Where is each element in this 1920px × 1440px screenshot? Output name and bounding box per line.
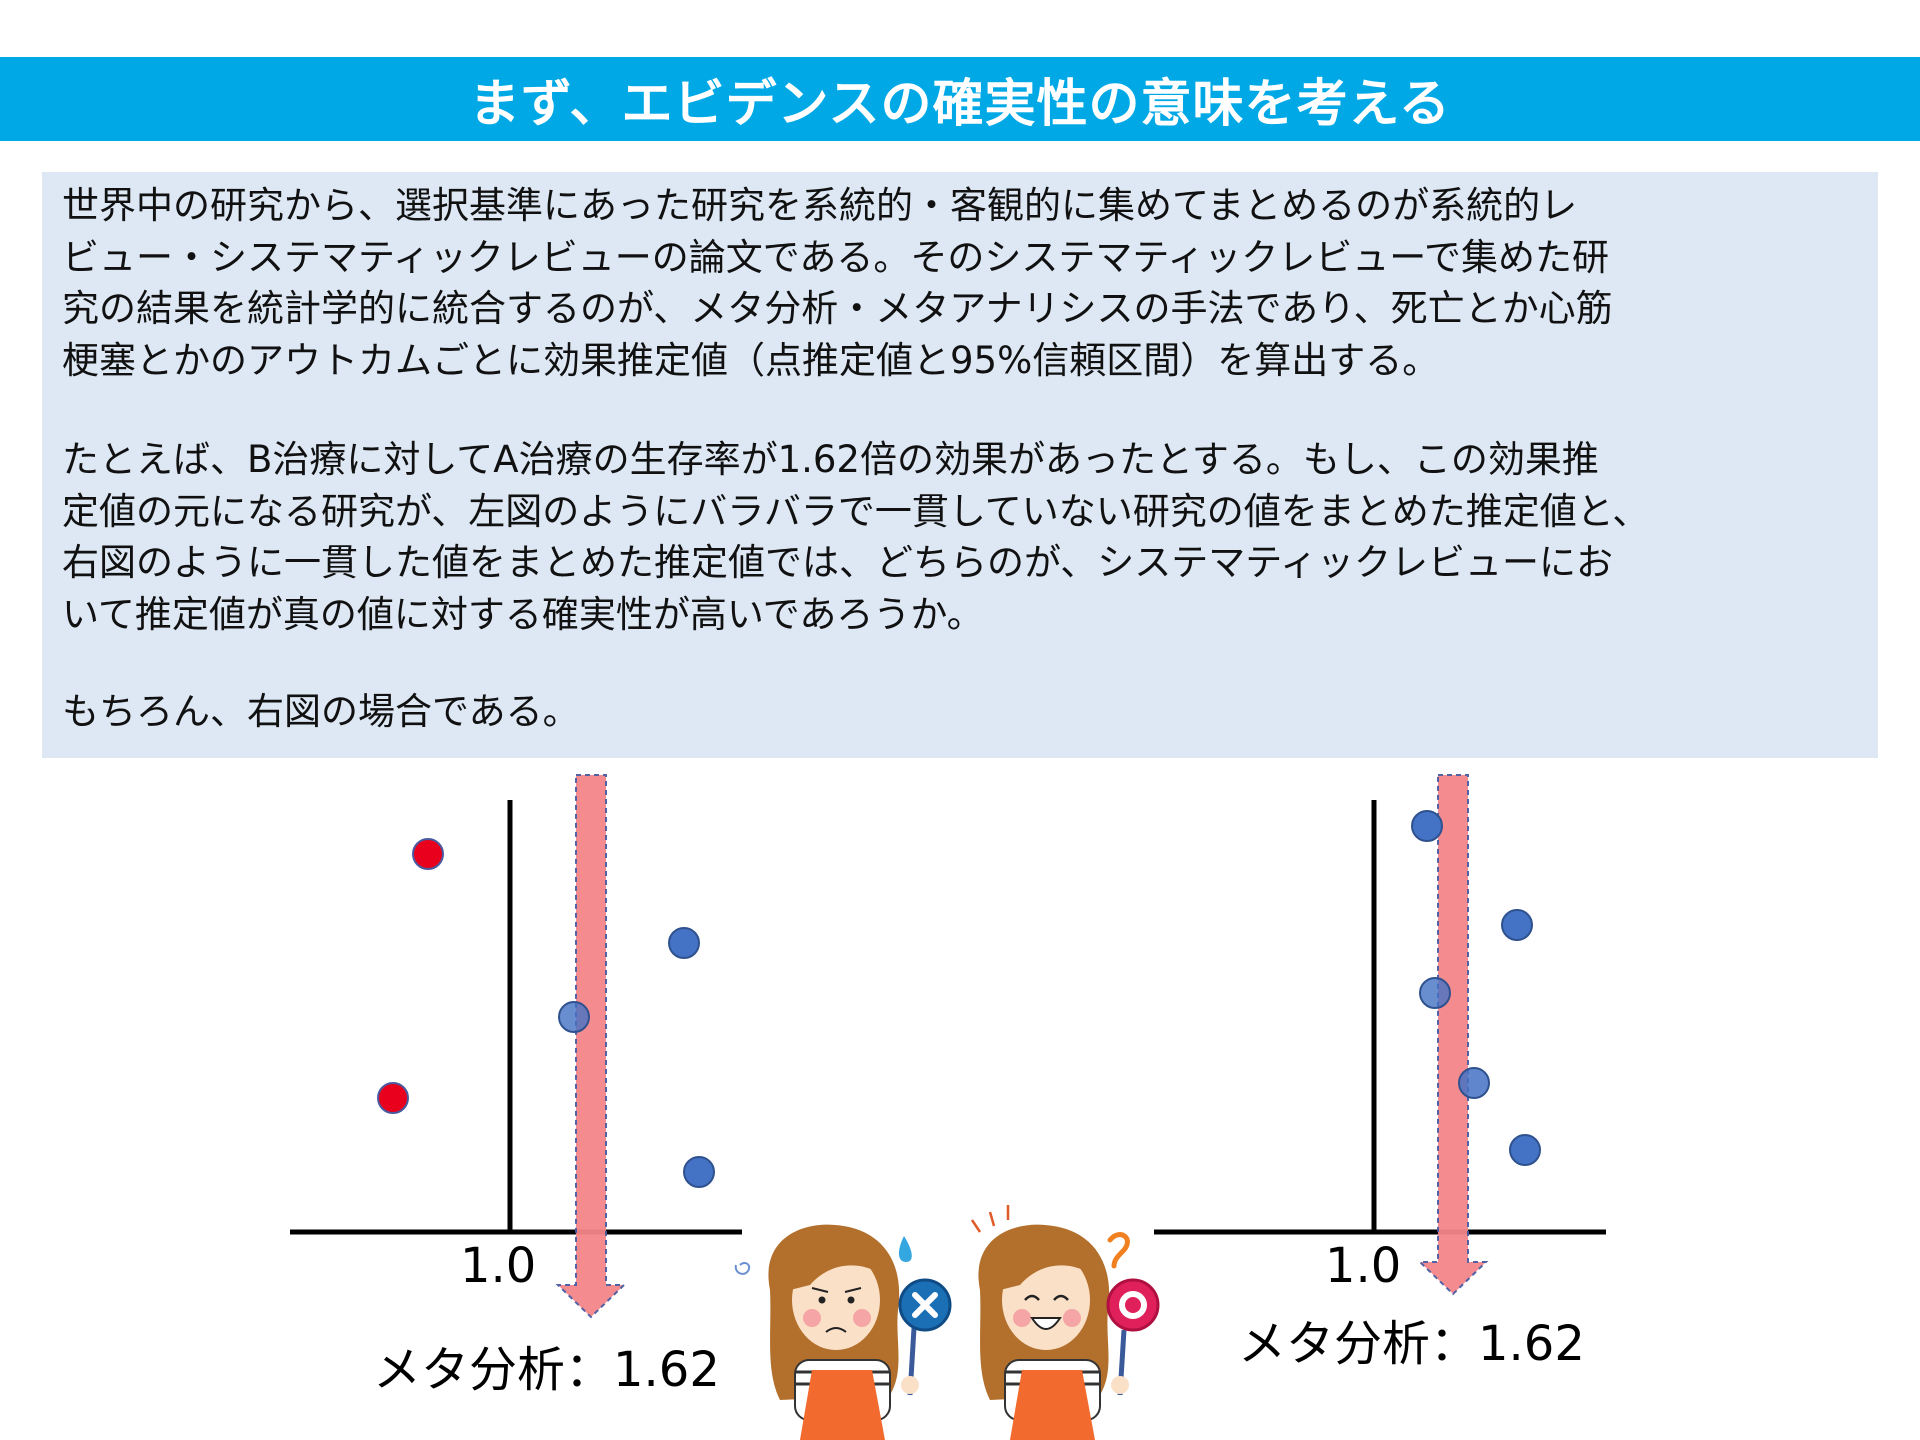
left-red-point <box>377 1082 409 1114</box>
left-blue-point <box>683 1156 715 1188</box>
left-red-point <box>412 838 444 870</box>
left-plot <box>290 774 742 1319</box>
right-blue-point <box>1411 810 1443 842</box>
paragraph-1: 世界中の研究から、選択基準にあった研究を系統的・客観的に集めてまとめるのが系統的… <box>62 184 1613 382</box>
left-blue-point <box>558 1001 590 1033</box>
left-caption: メタ分析：1.62 <box>373 1342 720 1398</box>
right-blue-point <box>1501 909 1533 941</box>
page-title: まず、エビデンスの確実性の意味を考える <box>469 75 1451 134</box>
smiling-woman-icon <box>970 1205 1160 1440</box>
right-caption: メタ分析：1.62 <box>1238 1316 1585 1372</box>
left-pooled-arrow <box>555 774 627 1319</box>
right-blue-point <box>1458 1067 1490 1099</box>
right-blue-point <box>1419 977 1451 1009</box>
right-plot <box>1154 774 1606 1296</box>
worried-woman-icon <box>734 1224 952 1440</box>
right-pooled-arrow <box>1417 774 1489 1296</box>
title-bar: まず、エビデンスの確実性の意味を考える <box>0 57 1920 141</box>
right-blue-point <box>1509 1134 1541 1166</box>
explanation-box: 世界中の研究から、選択基準にあった研究を系統的・客観的に集めてまとめるのが系統的… <box>42 172 1878 758</box>
right-tick-label: 1.0 <box>1325 1238 1402 1294</box>
left-tick-label: 1.0 <box>460 1238 537 1294</box>
paragraph-3: もちろん、右図の場合である。 <box>62 690 580 733</box>
left-blue-point <box>668 927 700 959</box>
paragraph-2: たとえば、B治療に対してA治療の生存率が1.62倍の効果があったとする。もし、こ… <box>62 438 1650 636</box>
